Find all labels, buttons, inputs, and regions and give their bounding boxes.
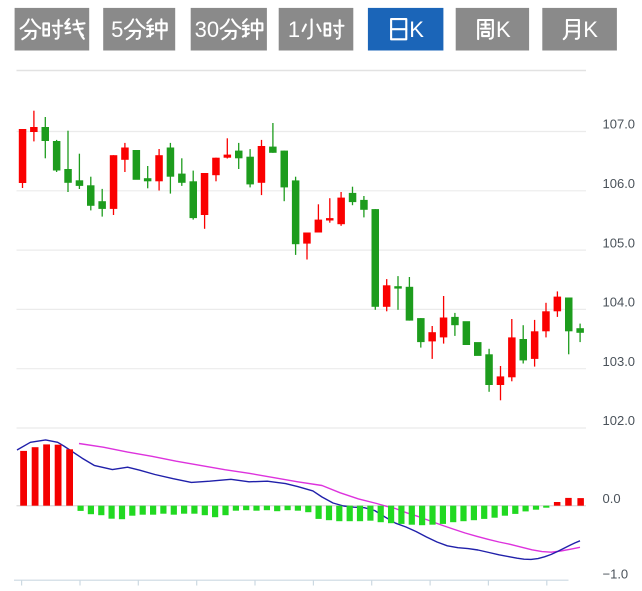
svg-text:102.0: 102.0 — [603, 413, 636, 428]
svg-text:30: 30 — [195, 17, 219, 42]
svg-text:107.0: 107.0 — [603, 117, 636, 132]
svg-text:−1.0: −1.0 — [603, 567, 629, 582]
svg-text:105.0: 105.0 — [603, 235, 636, 250]
svg-text:104.0: 104.0 — [603, 295, 636, 310]
svg-text:0.0: 0.0 — [603, 491, 621, 506]
svg-text:106.0: 106.0 — [603, 176, 636, 191]
svg-text:K: K — [409, 17, 424, 42]
svg-text:K: K — [496, 17, 511, 42]
svg-text:1: 1 — [288, 17, 300, 42]
svg-text:5: 5 — [111, 17, 123, 42]
svg-text:103.0: 103.0 — [603, 354, 636, 369]
svg-text:K: K — [583, 17, 598, 42]
